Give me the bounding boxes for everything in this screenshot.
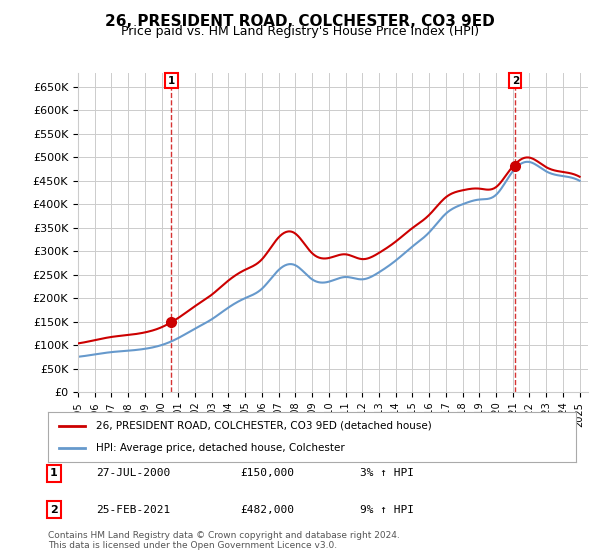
Text: 3% ↑ HPI: 3% ↑ HPI: [360, 468, 414, 478]
Text: 2: 2: [512, 76, 519, 86]
Text: 1: 1: [50, 468, 58, 478]
Text: 26, PRESIDENT ROAD, COLCHESTER, CO3 9ED (detached house): 26, PRESIDENT ROAD, COLCHESTER, CO3 9ED …: [95, 421, 431, 431]
Text: £482,000: £482,000: [240, 505, 294, 515]
Text: Price paid vs. HM Land Registry's House Price Index (HPI): Price paid vs. HM Land Registry's House …: [121, 25, 479, 38]
Text: 26, PRESIDENT ROAD, COLCHESTER, CO3 9ED: 26, PRESIDENT ROAD, COLCHESTER, CO3 9ED: [105, 14, 495, 29]
Text: 1: 1: [167, 76, 175, 86]
Text: 25-FEB-2021: 25-FEB-2021: [96, 505, 170, 515]
Text: 9% ↑ HPI: 9% ↑ HPI: [360, 505, 414, 515]
Text: 2: 2: [50, 505, 58, 515]
Text: £150,000: £150,000: [240, 468, 294, 478]
Text: Contains HM Land Registry data © Crown copyright and database right 2024.
This d: Contains HM Land Registry data © Crown c…: [48, 530, 400, 550]
Text: HPI: Average price, detached house, Colchester: HPI: Average price, detached house, Colc…: [95, 443, 344, 453]
Text: 27-JUL-2000: 27-JUL-2000: [96, 468, 170, 478]
